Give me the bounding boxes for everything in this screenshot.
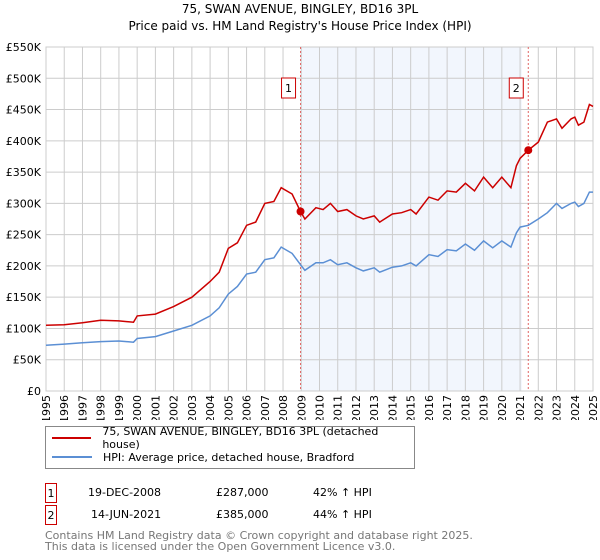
footer-line-2: This data is licensed under the Open Gov…: [45, 540, 396, 553]
x-tick-label: 2015: [405, 395, 418, 420]
x-tick-label: 2002: [168, 395, 181, 420]
x-tick-label: 2024: [569, 395, 582, 420]
sale-hpi-change: 44% ↑ HPI: [313, 508, 372, 521]
sale-label-box: [281, 77, 297, 99]
y-tick-label: £300K: [6, 197, 42, 210]
sale-label: 2: [513, 82, 520, 95]
sale-label-box: [508, 77, 524, 99]
sale-price: £385,000: [216, 508, 269, 521]
sale-hpi-change: 42% ↑ HPI: [313, 486, 372, 499]
x-tick-label: 2016: [423, 395, 436, 420]
legend-label-hpi: HPI: Average price, detached house, Brad…: [103, 450, 355, 464]
x-tick-label: 2018: [459, 395, 472, 420]
sale-date: 14-JUN-2021: [91, 508, 162, 521]
x-tick-label: 2023: [551, 395, 564, 420]
x-tick-label: 2001: [149, 395, 162, 420]
footer-line-1: Contains HM Land Registry data © Crown c…: [45, 529, 473, 542]
sale-point: [296, 207, 305, 216]
x-tick-label: 2010: [314, 395, 327, 420]
y-tick-label: £200K: [6, 260, 42, 273]
legend-swatch-hpi: [52, 456, 92, 458]
x-tick-label: 2017: [441, 395, 454, 420]
x-tick-label: 2013: [368, 395, 381, 420]
x-tick-label: 2006: [241, 395, 254, 420]
y-tick-label: £150K: [6, 291, 42, 304]
x-tick-label: 2021: [514, 395, 527, 420]
x-tick-label: 2005: [222, 395, 235, 420]
x-tick-label: 1996: [58, 395, 71, 420]
y-tick-label: £100K: [6, 322, 42, 335]
x-tick-label: 2019: [478, 395, 491, 420]
sale-price: £287,000: [216, 486, 269, 499]
x-tick-label: 2008: [277, 395, 290, 420]
shaded-region: [300, 47, 522, 391]
y-tick-label: £550K: [6, 41, 42, 54]
series-line: [45, 103, 594, 327]
legend-item-property: 75, SWAN AVENUE, BINGLEY, BD16 3PL (deta…: [52, 425, 414, 451]
sale-label: 1: [285, 82, 292, 95]
x-tick-label: 2009: [295, 395, 308, 420]
footer: Contains HM Land Registry data © Crown c…: [45, 530, 473, 552]
x-tick-label: 2012: [350, 395, 363, 420]
x-tick-label: 2014: [386, 395, 399, 420]
x-tick-label: 2020: [496, 395, 509, 420]
x-tick-label: 1995: [40, 395, 53, 420]
y-tick-label: £350K: [6, 166, 42, 179]
x-tick-label: 2025: [587, 395, 600, 420]
y-tick-label: £450K: [6, 104, 42, 117]
chart-title: 75, SWAN AVENUE, BINGLEY, BD16 3PL: [181, 2, 419, 16]
legend: 75, SWAN AVENUE, BINGLEY, BD16 3PL (deta…: [45, 425, 415, 469]
legend-label-property: 75, SWAN AVENUE, BINGLEY, BD16 3PL (deta…: [102, 425, 379, 451]
y-tick-label: £400K: [6, 135, 42, 148]
x-tick-label: 1997: [76, 395, 89, 420]
sale-point: [524, 146, 533, 155]
legend-swatch-property: [52, 437, 92, 439]
plot-frame: [45, 46, 594, 392]
x-tick-label: 2022: [532, 395, 545, 420]
x-tick-label: 2000: [131, 395, 144, 420]
chart-subtitle: Price paid vs. HM Land Registry's House …: [128, 19, 472, 33]
sale-badge: 2: [45, 505, 57, 525]
series-line: [45, 191, 593, 347]
y-tick-label: £500K: [6, 72, 42, 85]
sale-badge: 1: [45, 483, 57, 503]
x-tick-label: 2003: [186, 395, 199, 420]
x-tick-label: 2004: [204, 395, 217, 420]
x-tick-label: 2007: [259, 395, 272, 420]
y-tick-label: £250K: [6, 229, 42, 242]
y-tick-label: £0: [27, 385, 41, 398]
x-tick-label: 2011: [332, 395, 345, 420]
y-tick-label: £50K: [13, 354, 42, 367]
x-tick-label: 1998: [95, 395, 108, 420]
legend-item-hpi: HPI: Average price, detached house, Brad…: [52, 449, 354, 465]
x-tick-label: 1999: [113, 395, 126, 420]
sale-date: 19-DEC-2008: [88, 486, 162, 499]
price-chart: 1995 1996 1997 1998 1999 2000 2001 2002 2003 2004…: [6, 41, 600, 420]
